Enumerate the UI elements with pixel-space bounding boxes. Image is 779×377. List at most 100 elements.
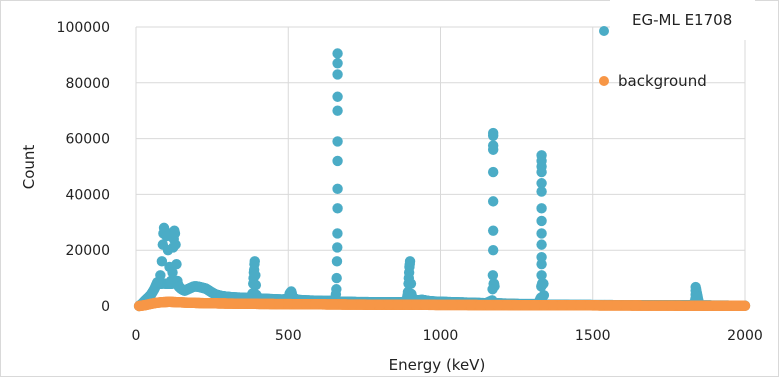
data-point-background xyxy=(657,300,668,311)
data-point-background xyxy=(593,300,605,311)
x-tick-label: 1000 xyxy=(423,328,459,344)
data-point-eg-ml xyxy=(536,178,547,189)
data-point-background xyxy=(694,300,705,311)
data-point-background xyxy=(621,300,632,311)
y-tick-labels: 0 20000 40000 60000 80000 100000 xyxy=(57,20,110,315)
data-point-background xyxy=(547,300,559,311)
data-point-background xyxy=(401,299,413,310)
data-point-eg-ml xyxy=(536,228,547,239)
data-point-eg-ml xyxy=(169,228,181,239)
data-point-eg-ml xyxy=(170,239,181,250)
legend-marker-background xyxy=(599,76,609,86)
data-point-eg-ml xyxy=(487,225,499,236)
data-point-eg-ml xyxy=(331,256,343,267)
data-point-background xyxy=(584,300,595,311)
data-point-eg-ml xyxy=(487,284,498,295)
x-tick-label: 500 xyxy=(275,328,302,344)
data-point-background xyxy=(209,298,221,309)
y-tick-label: 20000 xyxy=(65,243,110,259)
data-point-eg-ml xyxy=(332,203,343,214)
data-point-eg-ml xyxy=(332,155,343,167)
legend: EG-ML E1708 background xyxy=(599,0,755,90)
data-point-eg-ml xyxy=(536,251,547,263)
data-point-background xyxy=(292,298,303,310)
data-point-background xyxy=(200,298,212,309)
data-point-background xyxy=(191,297,203,309)
data-point-background xyxy=(639,300,650,311)
data-point-background xyxy=(712,300,723,311)
data-point-background xyxy=(557,300,568,311)
legend-label-background: background xyxy=(618,72,707,90)
data-point-background xyxy=(575,300,586,311)
data-point-eg-ml xyxy=(332,228,343,239)
data-point-eg-ml xyxy=(536,239,547,250)
data-point-eg-ml xyxy=(487,166,499,178)
data-point-background xyxy=(228,298,239,309)
data-point-background xyxy=(666,300,678,311)
data-point-background xyxy=(438,299,449,311)
data-point-background xyxy=(310,299,321,310)
data-point-background xyxy=(182,297,193,308)
data-point-background xyxy=(420,299,431,311)
y-tick-label: 100000 xyxy=(57,20,110,36)
data-point-eg-ml xyxy=(404,256,416,267)
x-tick-label: 1500 xyxy=(575,328,611,344)
data-point-background xyxy=(410,299,422,311)
data-point-eg-ml xyxy=(332,58,343,69)
data-point-eg-ml xyxy=(332,91,343,102)
data-point-eg-ml xyxy=(331,272,342,284)
data-point-eg-ml xyxy=(250,270,261,281)
data-point-eg-ml xyxy=(690,281,701,293)
data-point-background xyxy=(328,299,340,310)
data-point-background xyxy=(429,299,440,311)
data-point-background xyxy=(675,300,687,311)
data-point-background xyxy=(255,298,267,310)
y-tick-label: 0 xyxy=(101,299,110,315)
data-point-background xyxy=(529,299,541,311)
data-point-eg-ml xyxy=(487,140,499,151)
data-point-eg-ml xyxy=(487,270,499,281)
data-point-background xyxy=(264,298,276,310)
data-point-background xyxy=(273,298,285,310)
legend-box xyxy=(610,0,755,40)
series-background xyxy=(133,296,751,312)
x-tick-labels: 0 500 1000 1500 2000 xyxy=(132,328,763,344)
data-point-eg-ml xyxy=(249,256,260,267)
data-point-background xyxy=(246,298,257,310)
data-point-eg-ml xyxy=(332,183,343,195)
data-point-background xyxy=(648,300,659,311)
data-point-eg-ml xyxy=(332,105,343,116)
data-point-background xyxy=(484,299,495,311)
data-point-eg-ml xyxy=(487,196,499,207)
legend-label-eg-ml: EG-ML E1708 xyxy=(632,11,732,29)
data-point-background xyxy=(447,299,458,311)
data-point-background xyxy=(383,299,394,310)
gridlines xyxy=(135,26,746,307)
data-point-background xyxy=(611,300,623,311)
data-point-background xyxy=(474,299,486,311)
data-point-background xyxy=(219,298,230,309)
data-point-eg-ml xyxy=(332,69,343,80)
data-point-eg-ml xyxy=(536,203,547,214)
data-point-eg-ml xyxy=(487,127,499,139)
data-point-background xyxy=(374,299,385,310)
data-point-eg-ml xyxy=(167,267,178,278)
data-point-background xyxy=(502,299,513,311)
data-point-background xyxy=(511,299,522,311)
y-tick-label: 80000 xyxy=(65,76,110,92)
data-point-eg-ml xyxy=(332,48,343,59)
data-point-background xyxy=(337,299,349,310)
data-point-eg-ml xyxy=(536,186,547,197)
data-point-eg-ml xyxy=(156,256,168,267)
data-point-eg-ml xyxy=(536,150,547,161)
x-tick-label: 2000 xyxy=(727,328,763,344)
data-point-eg-ml xyxy=(536,270,547,281)
data-point-eg-ml xyxy=(332,242,343,253)
data-point-background xyxy=(630,300,641,311)
data-point-background xyxy=(739,300,751,312)
series-layer xyxy=(133,48,751,312)
data-point-eg-ml xyxy=(487,245,499,256)
data-point-background xyxy=(566,300,577,311)
data-point-background xyxy=(319,299,330,310)
